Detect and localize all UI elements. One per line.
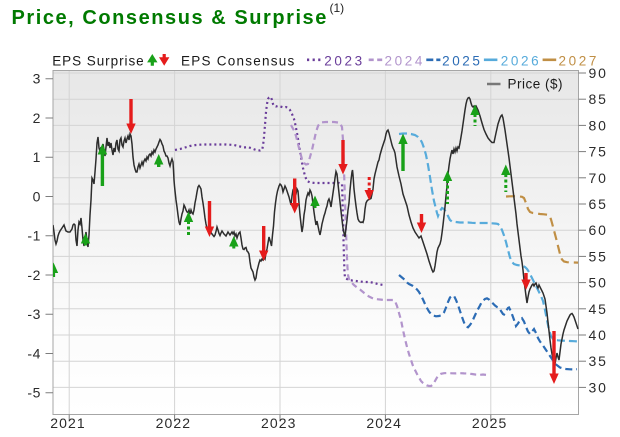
svg-text:-2: -2 [27,267,41,283]
svg-text:-3: -3 [27,306,41,322]
svg-text:EPS Consensus: EPS Consensus [181,54,296,69]
svg-text:2024: 2024 [366,415,402,431]
svg-text:2022: 2022 [156,415,192,431]
svg-text:75: 75 [589,144,608,160]
svg-text:70: 70 [589,170,608,186]
svg-text:(1): (1) [330,1,345,15]
svg-text:1: 1 [33,149,41,165]
svg-text:EPS Surprise: EPS Surprise [52,54,144,69]
svg-text:65: 65 [589,196,608,212]
svg-text:35: 35 [589,353,608,369]
svg-text:55: 55 [589,248,608,264]
svg-text:60: 60 [589,222,608,238]
svg-text:-4: -4 [27,346,41,362]
svg-text:2021: 2021 [50,415,86,431]
svg-text:2027: 2027 [559,54,599,69]
svg-text:30: 30 [589,379,608,395]
svg-text:90: 90 [589,65,608,81]
svg-text:-5: -5 [27,385,41,401]
svg-text:2025: 2025 [472,415,508,431]
svg-text:3: 3 [33,71,41,87]
svg-text:80: 80 [589,117,608,133]
svg-text:-1: -1 [27,228,41,244]
svg-text:Price ($): Price ($) [508,77,564,92]
svg-text:40: 40 [589,327,608,343]
svg-text:2026: 2026 [501,54,541,69]
svg-text:2025: 2025 [442,54,482,69]
svg-text:2023: 2023 [261,415,297,431]
svg-text:2024: 2024 [385,54,425,69]
svg-text:0: 0 [33,189,41,205]
svg-text:2023: 2023 [324,54,364,69]
svg-text:Price, Consensus & Surprise: Price, Consensus & Surprise [12,7,328,29]
svg-text:45: 45 [589,301,608,317]
svg-text:50: 50 [589,275,608,291]
svg-text:2: 2 [33,110,41,126]
svg-text:85: 85 [589,91,608,107]
